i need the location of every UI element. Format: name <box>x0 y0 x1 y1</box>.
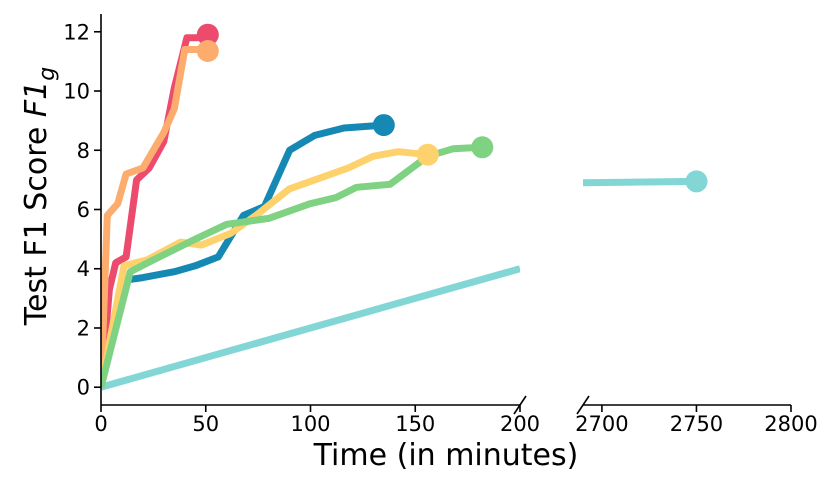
y-tick-label: 0 <box>77 376 90 400</box>
x-tick-label: 2700 <box>575 412 628 436</box>
x-tick-label: 0 <box>94 412 107 436</box>
x-tick-label: 100 <box>290 412 330 436</box>
y-tick-label: 12 <box>63 20 90 44</box>
y-tick-label: 6 <box>77 198 90 222</box>
x-tick-label: 50 <box>192 412 219 436</box>
plot-area <box>101 23 708 391</box>
axes: 0 2 4 6 8 10 12 0 50 100 150 200 2700 2750 2800 <box>63 14 818 436</box>
series-line-teal-2 <box>583 177 697 187</box>
series-line-teal-1 <box>101 265 520 391</box>
y-axis-label: Test F1 Score F1g <box>19 67 60 326</box>
series-line-red <box>101 31 209 388</box>
end-marker-green <box>471 136 494 159</box>
x-tick-label: 200 <box>500 412 540 436</box>
end-marker-red <box>196 23 219 46</box>
y-tick-label: 8 <box>77 139 90 163</box>
y-tick-label: 10 <box>63 80 90 104</box>
left-panel-lines <box>101 31 520 391</box>
axis-break-mark-right <box>576 395 590 415</box>
end-marker-blue <box>372 114 395 137</box>
y-tick-label: 2 <box>77 316 90 340</box>
end-marker-teal <box>685 170 708 193</box>
y-tick-label: 4 <box>77 257 90 281</box>
x-tick-label: 2800 <box>764 412 817 436</box>
x-tick-label: 2750 <box>670 412 723 436</box>
series-line-green <box>101 143 483 389</box>
end-marker-orange <box>196 40 219 62</box>
series-line-orange <box>101 46 209 388</box>
x-axis-label: Time (in minutes) <box>313 438 579 473</box>
end-markers <box>196 23 708 193</box>
end-marker-yellow <box>416 143 439 166</box>
x-tick-label: 150 <box>395 412 435 436</box>
right-panel-lines <box>583 177 697 187</box>
